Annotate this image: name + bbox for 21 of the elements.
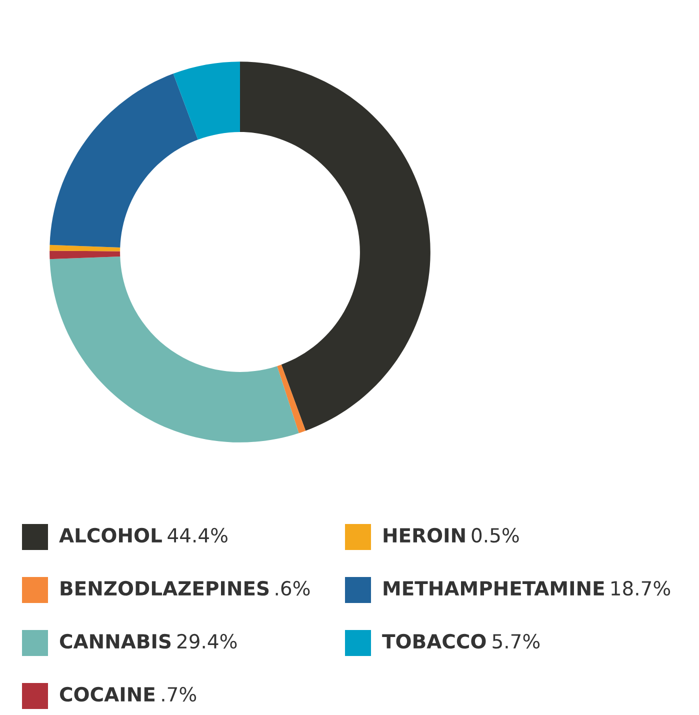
legend-label: COCAINE	[60, 686, 154, 702]
donut-slice	[50, 74, 198, 248]
legend-label: ALCOHOL	[59, 528, 162, 543]
legend-label: HEROIN	[384, 528, 465, 543]
donut-slice	[50, 256, 299, 442]
legend-label: BENZODLAZEPINES	[60, 580, 269, 596]
donut-slice	[50, 244, 120, 252]
data-label: 5.7%	[492, 634, 540, 649]
data-label: .7%	[162, 686, 196, 702]
donut-slice	[240, 62, 430, 431]
data-label: 0.5%	[472, 528, 519, 543]
data-label: 18.7%	[612, 580, 670, 596]
data-label: .6%	[276, 580, 310, 596]
data-label: 29.4%	[177, 634, 237, 649]
legend-label: TOBACCO	[382, 634, 486, 649]
legend-label: CANNABIS	[60, 634, 171, 649]
donut-slice	[173, 62, 240, 140]
data-label: 44.4%	[168, 528, 228, 543]
legend-label: METHAMPHETAMINE	[384, 581, 604, 596]
donut-slice	[277, 364, 306, 434]
donut-slice	[50, 250, 120, 260]
